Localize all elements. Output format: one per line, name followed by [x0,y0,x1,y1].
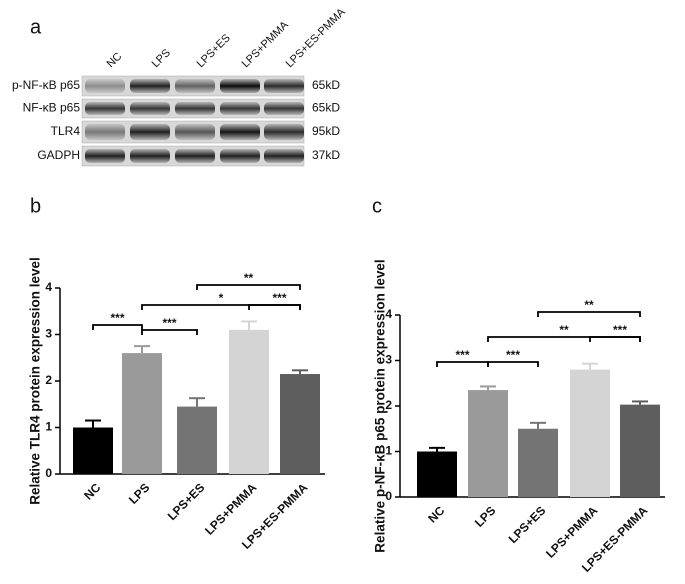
blot-band [175,124,215,140]
bar [468,390,508,497]
y-tick-label: 4 [385,307,392,321]
blot-band [264,124,304,140]
bar [229,329,269,474]
size-label: 65kD [312,101,340,115]
protein-label: p-NF-κB p65 [12,78,80,92]
significance-label: ** [584,298,594,312]
significance-label: *** [272,291,286,305]
blot-band [175,102,215,115]
bar [417,451,457,497]
significance-bracket [436,361,489,367]
significance-bracket [141,329,198,335]
lane-label: LPS+ES-PMMA [284,6,348,70]
blot-band [130,79,170,93]
y-tick-label: 1 [45,420,52,434]
blot-band [130,102,170,115]
lane-label: NC [105,50,125,70]
y-tick-label: 2 [385,398,392,412]
blot-band [264,102,304,115]
blot-band [220,102,260,115]
x-tick-label: NC [81,480,103,502]
significance-bracket [537,311,641,317]
blot-band [85,149,125,163]
bar [122,353,162,474]
bar [177,406,217,474]
y-tick-label: 4 [45,280,52,294]
y-tick-label: 0 [385,489,392,503]
blot-band [264,79,304,93]
blot-band [130,124,170,140]
blot-band [130,149,170,163]
x-tick-label: LPS [126,480,152,506]
significance-label: *** [506,348,520,362]
x-tick-label: LPS [472,503,498,529]
significance-label: * [219,291,224,305]
x-tick-label: NC [425,503,447,525]
y-tick-label: 2 [45,373,52,387]
panel-label: c [372,195,382,217]
blot-band [175,149,215,163]
y-tick-label: 3 [45,327,52,341]
blot-band [220,79,260,93]
y-axis-label: Relative p-NF-κB p65 protein expression … [373,259,388,552]
significance-bracket [487,361,539,367]
blot-band [220,149,260,163]
bar [570,369,610,497]
x-tick-label: LPS+ES [506,503,549,546]
significance-bracket [589,336,641,342]
panel-label: b [30,195,41,217]
protein-label: GADPH [37,148,80,162]
significance-label: ** [244,271,254,285]
significance-bracket [92,324,143,330]
bar [620,404,660,497]
lane-label: LPS+ES [195,32,233,70]
size-label: 37kD [312,148,340,162]
blot-band [85,102,125,115]
blot-band [85,79,125,93]
blot-band [220,124,260,140]
y-tick-label: 3 [385,353,392,367]
significance-bracket [248,304,301,310]
significance-label: *** [455,348,469,362]
y-tick-label: 1 [385,444,392,458]
y-tick-label: 0 [45,466,52,480]
significance-label: ** [559,323,569,337]
protein-label: NF-κB p65 [23,101,81,115]
protein-label: TLR4 [51,124,81,138]
blot-band [264,149,304,163]
significance-bracket [196,284,301,290]
blot-band [175,79,215,93]
significance-label: *** [110,311,124,325]
bar [518,428,558,497]
bar [280,374,320,474]
y-axis-label: Relative TLR4 protein expression level [28,257,43,505]
x-tick-label: LPS+ES [165,480,208,523]
panel-label: a [30,16,42,38]
bar [73,427,113,474]
significance-label: *** [613,323,627,337]
lane-label: LPS [150,47,173,70]
size-label: 65kD [312,78,340,92]
size-label: 95kD [312,124,340,138]
blot-band [85,124,125,140]
significance-label: *** [162,316,176,330]
